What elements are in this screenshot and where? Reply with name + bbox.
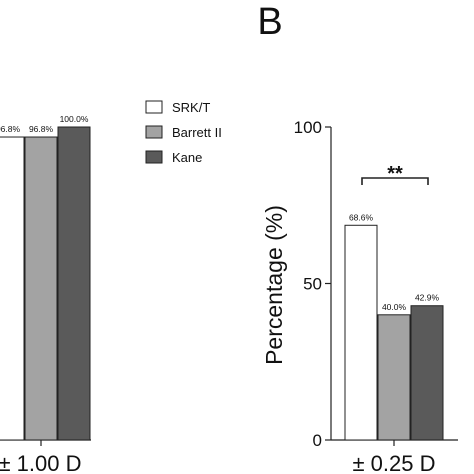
y-tick-100: 100 (294, 118, 331, 137)
legend-item-barrett: Barrett II (145, 125, 222, 140)
legend-item-kane: Kane (145, 150, 202, 165)
left-category-label: ± 1.00 D (0, 451, 82, 474)
legend-label-barrett: Barrett II (172, 125, 222, 140)
legend-swatch-kane (145, 150, 163, 164)
right-panel-chart: Percentage (%) 0 50 100 ** ± 0.25 D (261, 118, 458, 474)
left-panel-chart: ± 1.00 D (0, 439, 91, 474)
bar-value-label-kane-panel-2: 42.9% (415, 293, 440, 303)
bar-kane-panel-2 (410, 305, 444, 441)
legend: SRK/T Barrett II Kane (145, 100, 222, 165)
legend-swatch-srkt (145, 100, 163, 114)
bars-layer: 96.8% 96.8% 100.0% 68.6% 40.0% 42.9% (0, 114, 444, 441)
significance-bracket: ** (361, 163, 429, 185)
y-axis-title: Percentage (%) (261, 205, 287, 365)
y-tick-0: 0 (313, 431, 331, 450)
bar-srkt-panel-1 (0, 136, 25, 441)
legend-swatch-barrett (145, 125, 163, 139)
legend-item-srkt: SRK/T (145, 100, 210, 115)
bar-srkt-panel-2 (344, 224, 378, 441)
bar-value-label-kane-panel-1: 100.0% (60, 114, 89, 124)
significance-bracket-line (361, 177, 429, 185)
y-tick-50: 50 (303, 275, 331, 294)
bar-barrett-panel-2 (377, 314, 411, 441)
bar-value-label-barrett-panel-1: 96.8% (29, 124, 54, 134)
bar-kane-panel-1 (57, 126, 91, 441)
bar-value-label-srkt-panel-1: 96.8% (0, 124, 20, 134)
y-tick-label: 0 (313, 431, 322, 450)
y-tick-label: 50 (303, 275, 322, 294)
panel-label-b: B (257, 1, 282, 43)
significance-marker: ** (387, 163, 403, 185)
bar-value-label-srkt-panel-2: 68.6% (349, 212, 374, 222)
legend-label-kane: Kane (172, 150, 202, 165)
bar-barrett-panel-1 (24, 136, 58, 441)
category-label: ± 0.25 D (352, 451, 435, 474)
bar-value-label-barrett-panel-2: 40.0% (382, 302, 407, 312)
legend-label-srkt: SRK/T (172, 100, 210, 115)
y-tick-label: 100 (294, 118, 322, 137)
